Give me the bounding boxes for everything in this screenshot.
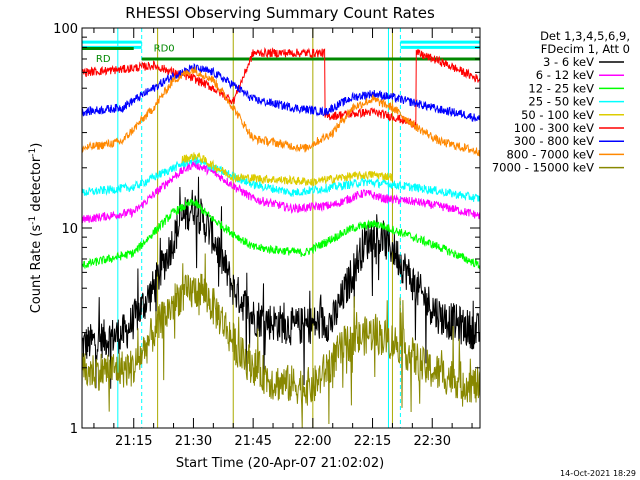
series-line-k6_12 bbox=[81, 158, 481, 224]
annotations: RD RD0 bbox=[96, 43, 175, 65]
series-line-k7000_15000 bbox=[81, 253, 481, 429]
legend-header-1: Det 1,3,4,5,6,9, bbox=[540, 29, 630, 43]
annotation-rd: RD bbox=[96, 54, 111, 65]
legend-entry-label: 800 - 7000 keV bbox=[506, 147, 594, 161]
series-line-k25_50 bbox=[81, 155, 481, 202]
legend-entry-label: 7000 - 15000 keV bbox=[492, 161, 594, 175]
chart-title: RHESSI Observing Summary Count Rates bbox=[125, 4, 435, 22]
legend-entry-label: 6 - 12 keV bbox=[536, 68, 594, 82]
annotation-rd0: RD0 bbox=[154, 43, 175, 54]
x-tick-label: 21:30 bbox=[175, 434, 212, 449]
legend-entry-label: 300 - 800 keV bbox=[514, 134, 594, 148]
x-tick-label: 21:15 bbox=[115, 434, 152, 449]
timestamp: 14-Oct-2021 18:29 bbox=[560, 469, 636, 478]
x-tick-label: 22:00 bbox=[294, 434, 331, 449]
legend-entry-label: 100 - 300 keV bbox=[514, 121, 594, 135]
series-line-k300_800 bbox=[81, 62, 481, 122]
y-tick-label: 10 bbox=[61, 222, 78, 237]
series-line-k12_25 bbox=[81, 198, 481, 270]
legend-header-2: FDecim 1, Att 0 bbox=[541, 42, 630, 56]
legend-entry-label: 25 - 50 keV bbox=[528, 95, 594, 109]
series-lines bbox=[81, 46, 481, 429]
x-axis: 21:15 21:30 21:45 22:00 22:15 22:30 bbox=[93, 28, 473, 449]
y-tick-label: 100 bbox=[53, 22, 78, 37]
x-tick-label: 22:30 bbox=[414, 434, 451, 449]
legend-entry-label: 3 - 6 keV bbox=[543, 55, 594, 69]
y-axis-label: Count Rate (s-1 detector-1) bbox=[28, 143, 44, 314]
series-line-k50_100 bbox=[181, 152, 393, 186]
x-axis-label: Start Time (20-Apr-07 21:02:02) bbox=[176, 456, 384, 471]
x-tick-label: 21:45 bbox=[234, 434, 271, 449]
y-axis: 1 10 100 bbox=[53, 22, 480, 437]
series-line-k3_6 bbox=[81, 176, 481, 389]
x-tick-label: 22:15 bbox=[354, 434, 391, 449]
legend: Det 1,3,4,5,6,9, FDecim 1, Att 0 3 - 6 k… bbox=[492, 29, 630, 175]
y-tick-label: 1 bbox=[70, 422, 78, 437]
legend-entry-label: 12 - 25 keV bbox=[528, 81, 594, 95]
legend-entry-label: 50 - 100 keV bbox=[521, 108, 594, 122]
series-line-k800_7000 bbox=[81, 66, 480, 157]
